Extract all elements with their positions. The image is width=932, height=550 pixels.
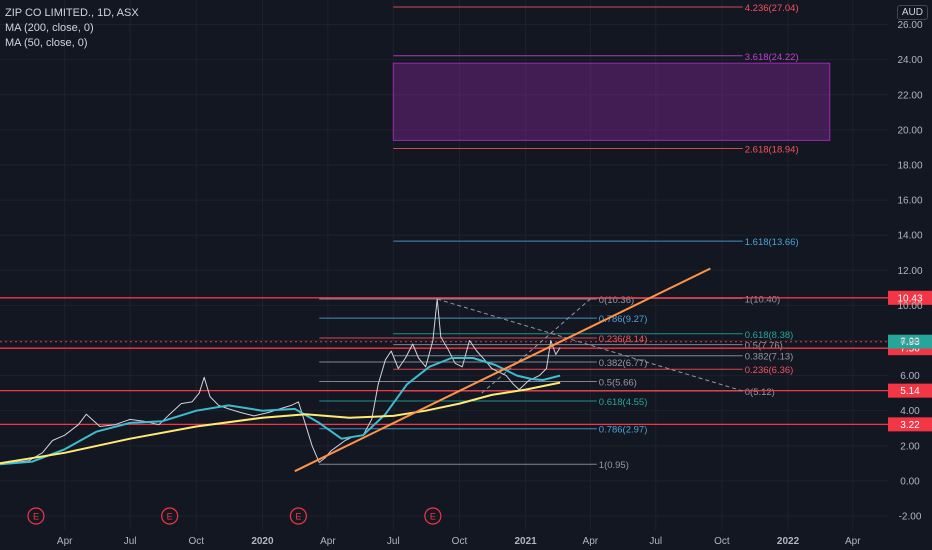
time-axis-tick: Apr [845, 536, 861, 547]
earnings-marker-icon [289, 507, 307, 525]
fib-level-label: 0.618(4.55) [599, 397, 648, 408]
fib-level-label: 0.382(6.77) [599, 358, 648, 369]
earnings-marker-label: E [167, 512, 173, 522]
time-axis-tick: 2020 [251, 536, 274, 547]
trendline [294, 267, 711, 473]
price-axis-tick: 22.00 [897, 90, 922, 101]
price-axis-tick: 6.00 [900, 371, 920, 382]
earnings-marker-icon [424, 507, 442, 525]
price-axis-label: 5.14 [900, 386, 920, 397]
fib-level-label: 0.786(2.97) [599, 425, 648, 436]
fib-level-label: 0.236(6.36) [745, 365, 794, 376]
current-price-label-bg [888, 334, 932, 349]
price-axis-tick: 8.00 [900, 336, 920, 347]
earnings-marker-label: E [295, 512, 301, 522]
time-axis-tick: Apr [320, 536, 336, 547]
price-axis-tick: 4.00 [900, 406, 920, 417]
price-axis-tick: 24.00 [897, 55, 922, 66]
price-axis-label: 7.56 [900, 344, 920, 355]
price-axis-label-bg [888, 383, 932, 398]
time-axis-tick: Oct [714, 536, 730, 547]
time-axis-tick: Oct [189, 536, 205, 547]
price-axis-tick: 2.00 [900, 441, 920, 452]
price-axis-tick: 18.00 [897, 160, 922, 171]
price-axis-tick: 10.00 [897, 301, 922, 312]
price-axis-tick: 26.00 [897, 20, 922, 31]
time-axis-tick: 2021 [514, 536, 537, 547]
time-axis-tick: Jul [124, 536, 137, 547]
ma50-series-line [0, 357, 561, 466]
ma200-series-line [0, 381, 561, 465]
fib-level-label: 3.618(24.22) [745, 52, 799, 63]
price-axis-tick: -2.00 [899, 511, 922, 522]
fib-level-label: 4.236(27.04) [745, 3, 799, 14]
earnings-marker-label: E [430, 512, 436, 522]
time-axis-tick: 2022 [777, 536, 800, 547]
time-axis-tick: Jul [387, 536, 400, 547]
price-axis-tick: 0.00 [900, 476, 920, 487]
time-axis-tick: Apr [583, 536, 599, 547]
currency-button[interactable]: AUD [896, 5, 928, 20]
price-axis-tick: 16.00 [897, 196, 922, 207]
fib-level-label: 0.236(8.14) [599, 334, 648, 345]
earnings-marker-icon [27, 507, 45, 525]
current-price-label: 7.93 [900, 337, 920, 348]
fib-level-label: 2.618(18.94) [745, 144, 799, 155]
fib-level-label: 1.618(13.66) [745, 237, 799, 248]
target-rectangle [392, 62, 831, 141]
fib-level-label: 1(10.40) [745, 294, 780, 305]
indicator-ma50-label[interactable]: MA (50, close, 0) [5, 37, 88, 49]
fib-level-label: 1(0.95) [599, 460, 629, 471]
time-axis-tick: Apr [57, 536, 73, 547]
price-axis-tick: 20.00 [897, 125, 922, 136]
fib-level-label: 0(5.12) [745, 387, 775, 398]
fib-level-label: 0.5(5.66) [599, 378, 637, 389]
price-axis-label: 3.22 [900, 420, 920, 431]
fib-level-label: 0.618(8.38) [745, 330, 794, 341]
time-axis-tick: Jul [649, 536, 662, 547]
indicator-ma200-label[interactable]: MA (200, close, 0) [5, 22, 94, 34]
price-axis-label: 10.43 [897, 293, 922, 304]
earnings-marker-label: E [33, 512, 39, 522]
price-axis-tick: 14.00 [897, 231, 922, 242]
fib-level-label: 0.5(7.76) [745, 341, 783, 352]
fib-level-label: 0.382(7.13) [745, 352, 794, 363]
chart-legend: ZIP CO LIMITED., 1D, ASX MA (200, close,… [5, 6, 139, 51]
price-axis-label-bg [888, 290, 932, 305]
earnings-marker-icon [161, 507, 179, 525]
price-axis-label-bg [888, 417, 932, 432]
time-axis-tick: Oct [452, 536, 468, 547]
fib-level-label: 0.786(9.27) [599, 314, 648, 325]
fib-level-label: 0(10.36) [599, 295, 634, 306]
price-axis-tick: 12.00 [897, 266, 922, 277]
dashed-projection-line [481, 298, 591, 394]
symbol-title[interactable]: ZIP CO LIMITED., 1D, ASX [5, 7, 139, 19]
